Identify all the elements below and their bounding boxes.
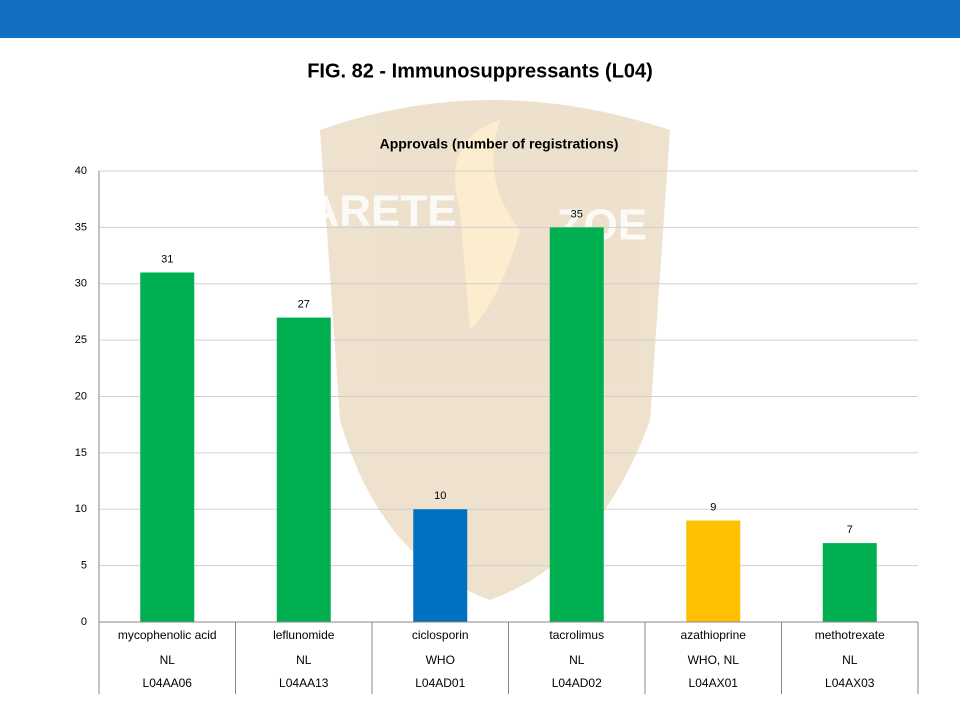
y-tick-label: 10 <box>75 503 87 515</box>
slide-title: FIG. 82 - Immunosuppressants (L04) <box>307 60 653 82</box>
y-tick-label: 40 <box>75 165 87 177</box>
x-tick-label: methotrexate <box>815 628 885 642</box>
bar <box>686 520 741 622</box>
x-source-label: NL <box>842 653 858 667</box>
x-code-label: L04AX01 <box>689 676 739 690</box>
y-tick-label: 20 <box>75 390 87 402</box>
y-tick-label: 15 <box>75 447 87 459</box>
bar <box>276 317 331 622</box>
x-code-label: L04AD02 <box>552 676 602 690</box>
watermark-shield <box>320 100 670 600</box>
x-code-label: L04AD01 <box>415 676 465 690</box>
watermark <box>320 100 670 600</box>
data-label: 10 <box>434 490 446 502</box>
x-code-label: L04AA13 <box>279 676 329 690</box>
y-tick-label: 25 <box>75 334 87 346</box>
bar <box>549 227 604 622</box>
x-tick-label: mycophenolic acid <box>118 628 217 642</box>
data-label: 35 <box>571 208 583 220</box>
bar <box>822 543 877 622</box>
bar <box>140 272 195 622</box>
x-source-label: NL <box>569 653 585 667</box>
watermark-text: ARETE <box>307 187 456 236</box>
watermark-flame <box>455 120 520 330</box>
chart-title: Approvals (number of registrations) <box>380 136 619 152</box>
bar <box>413 509 468 622</box>
x-code-label: L04AX03 <box>825 676 875 690</box>
data-label: 9 <box>710 501 716 513</box>
x-source-label: NL <box>296 653 312 667</box>
data-label: 27 <box>298 298 310 310</box>
y-tick-label: 35 <box>75 221 87 233</box>
x-code-label: L04AA06 <box>143 676 193 690</box>
x-source-label: WHO <box>426 653 455 667</box>
data-label: 31 <box>161 253 173 265</box>
x-tick-label: ciclosporin <box>412 628 469 642</box>
data-label: 7 <box>847 524 853 536</box>
x-source-label: WHO, NL <box>688 653 740 667</box>
y-tick-label: 5 <box>81 560 87 572</box>
x-tick-label: leflunomide <box>273 628 335 642</box>
top-bar <box>0 0 960 38</box>
x-tick-label: azathioprine <box>681 628 747 642</box>
y-tick-label: 0 <box>81 616 87 628</box>
x-source-label: NL <box>160 653 176 667</box>
x-tick-label: tacrolimus <box>549 628 604 642</box>
y-tick-label: 30 <box>75 278 87 290</box>
